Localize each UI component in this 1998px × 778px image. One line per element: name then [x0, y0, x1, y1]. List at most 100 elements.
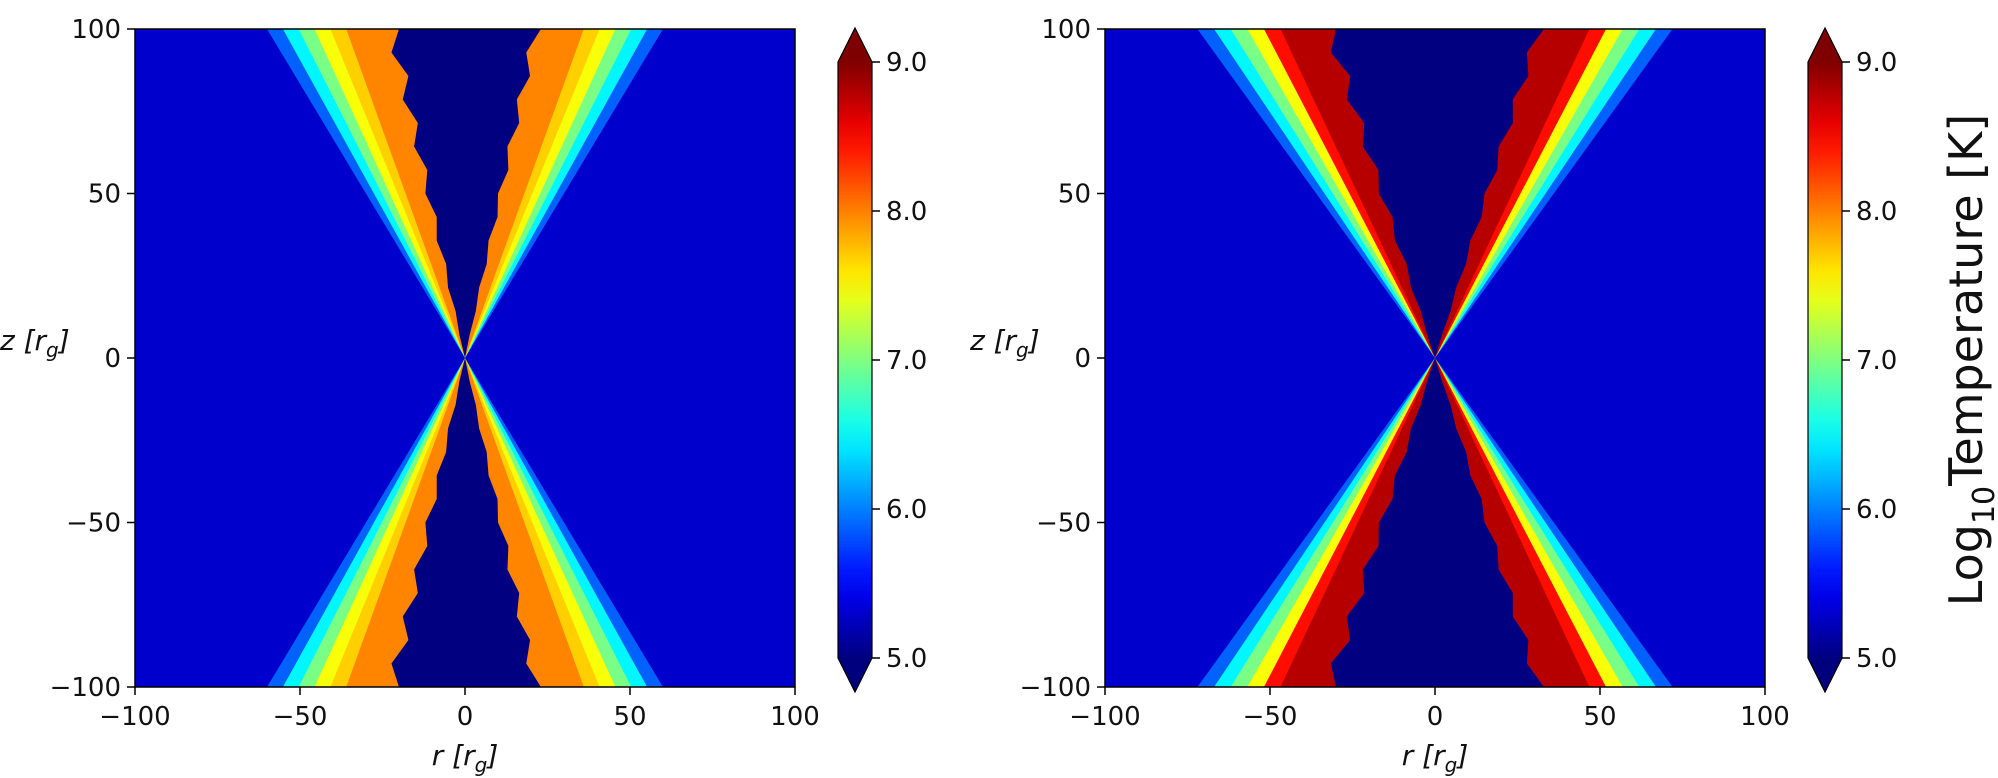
colorbar-tick-label: 5.0 — [1856, 644, 1897, 674]
heatmap-panel-1: −100 −50 0 50 100 −100 −50 0 50 100 r [rg] z [rg] 5.… — [0, 15, 927, 777]
jet-funnel-upper — [1330, 29, 1544, 358]
y-axis-var: z — [0, 324, 16, 357]
sheath-band — [1247, 29, 1435, 358]
sheath-band — [314, 358, 465, 687]
y-tick-label: 50 — [88, 180, 121, 210]
y-axis-unit-sub: g — [1016, 338, 1029, 362]
sheath-band — [465, 29, 584, 358]
sheath-band — [1214, 29, 1435, 358]
sheath-band — [1230, 29, 1435, 358]
x-tick-label: 100 — [770, 702, 820, 732]
colorbar-tick-label: 8.0 — [1856, 197, 1897, 227]
sheath-band — [1435, 358, 1640, 687]
sheath-band — [1435, 358, 1673, 687]
jet-funnel-lower — [391, 358, 541, 687]
sheath-band — [1247, 358, 1435, 687]
sheath-band — [330, 29, 465, 358]
sheath-band — [330, 358, 465, 687]
colorbar-extend-top — [1808, 28, 1842, 62]
x-axis-label: r [rg] — [432, 739, 499, 777]
x-tick-label: 100 — [1740, 702, 1790, 732]
y-tick-label: −100 — [50, 673, 121, 703]
colorbar-tick-label: 6.0 — [1856, 495, 1897, 525]
colorbar-tick-label: 8.0 — [886, 197, 927, 227]
sheath-band — [1435, 29, 1640, 358]
colorbar-title: Log10Temperature [K] — [1939, 114, 1998, 606]
colorbar-title-rest: Temperature [K] — [1939, 114, 1993, 487]
sheath-band — [465, 358, 600, 687]
x-tick-label: −100 — [99, 702, 170, 732]
y-tick-label: 0 — [1074, 344, 1091, 374]
sheath-band — [1197, 358, 1435, 687]
sheath-band — [1197, 29, 1435, 358]
y-tick-label: −50 — [66, 509, 121, 539]
y-tick-label: 50 — [1058, 180, 1091, 210]
colorbar-1: 5.0 6.0 7.0 8.0 9.0 — [837, 26, 927, 694]
y-tick-label: 100 — [1041, 15, 1091, 45]
x-axis-unit: r — [1433, 739, 1446, 772]
x-tick-label: −50 — [273, 702, 328, 732]
sheath-band — [465, 29, 632, 358]
sheath-band — [314, 29, 465, 358]
x-tick-label: −100 — [1069, 702, 1140, 732]
heatmap-panel-2: −100 −50 0 50 100 −100 −50 0 50 100 r [rg] z [rg] 5.… — [969, 15, 1998, 777]
sheath-band — [298, 358, 465, 687]
x-tick-label: −50 — [1243, 702, 1298, 732]
y-tick-label: −50 — [1036, 509, 1091, 539]
sheath-band — [1435, 358, 1607, 687]
sheath-band — [1435, 358, 1623, 687]
sheath-band — [465, 29, 616, 358]
temperature-field — [135, 29, 795, 687]
sheath-band — [1435, 29, 1590, 358]
x-axis-unit: r — [463, 739, 476, 772]
jet-funnel-lower — [1330, 358, 1544, 687]
sheath-band — [346, 29, 465, 358]
x-tick-label: 50 — [613, 702, 646, 732]
y-axis-unit: r — [35, 324, 48, 357]
x-tick-label: 0 — [1427, 702, 1444, 732]
y-axis-label: z [rg] — [969, 324, 1040, 362]
sheath-band — [1280, 29, 1435, 358]
temperature-field — [1105, 29, 1765, 687]
sheath-band — [1230, 358, 1435, 687]
colorbar-2: 5.0 6.0 7.0 8.0 9.0 Log10Temperature [K] — [1807, 26, 1998, 694]
sheath-band — [1214, 358, 1435, 687]
x-axis-unit-sub: g — [475, 753, 488, 777]
x-axis-unit-sub: g — [1445, 753, 1458, 777]
colorbar-title-log: Log — [1939, 524, 1993, 606]
colorbar-tick-label: 6.0 — [886, 495, 927, 525]
sheath-band — [465, 358, 616, 687]
sheath-band — [465, 358, 584, 687]
x-axis-var: r — [1402, 739, 1415, 772]
x-tick-label: 50 — [1583, 702, 1616, 732]
sheath-band — [346, 358, 465, 687]
colorbar-tick-label: 7.0 — [1856, 346, 1897, 376]
y-axis-unit: r — [1005, 324, 1018, 357]
colorbar-extend-top — [838, 28, 872, 62]
sheath-band — [298, 29, 465, 358]
y-tick-label: 0 — [104, 344, 121, 374]
y-tick-label: −100 — [1020, 673, 1091, 703]
sheath-band — [465, 29, 600, 358]
y-axis-unit-sub: g — [46, 338, 59, 362]
sheath-band — [1435, 358, 1656, 687]
colorbar-extend-bottom — [838, 658, 872, 692]
sheath-band — [1280, 358, 1435, 687]
sheath-band — [465, 358, 632, 687]
sheath-band — [1435, 29, 1673, 358]
jet-funnel-upper — [391, 29, 541, 358]
colorbar-tick-label: 5.0 — [886, 644, 927, 674]
sheath-band — [1435, 29, 1623, 358]
colorbar-tick-label: 7.0 — [886, 346, 927, 376]
colorbar-tick-label: 9.0 — [886, 48, 927, 78]
x-tick-label: 0 — [457, 702, 474, 732]
colorbar-tick-label: 9.0 — [1856, 48, 1897, 78]
sheath-band — [1435, 358, 1590, 687]
colorbar-extend-bottom — [1808, 658, 1842, 692]
sheath-band — [1263, 29, 1435, 358]
sheath-band — [1263, 358, 1435, 687]
sheath-band — [1435, 29, 1656, 358]
colorbar-title-sub: 10 — [1967, 486, 1998, 524]
